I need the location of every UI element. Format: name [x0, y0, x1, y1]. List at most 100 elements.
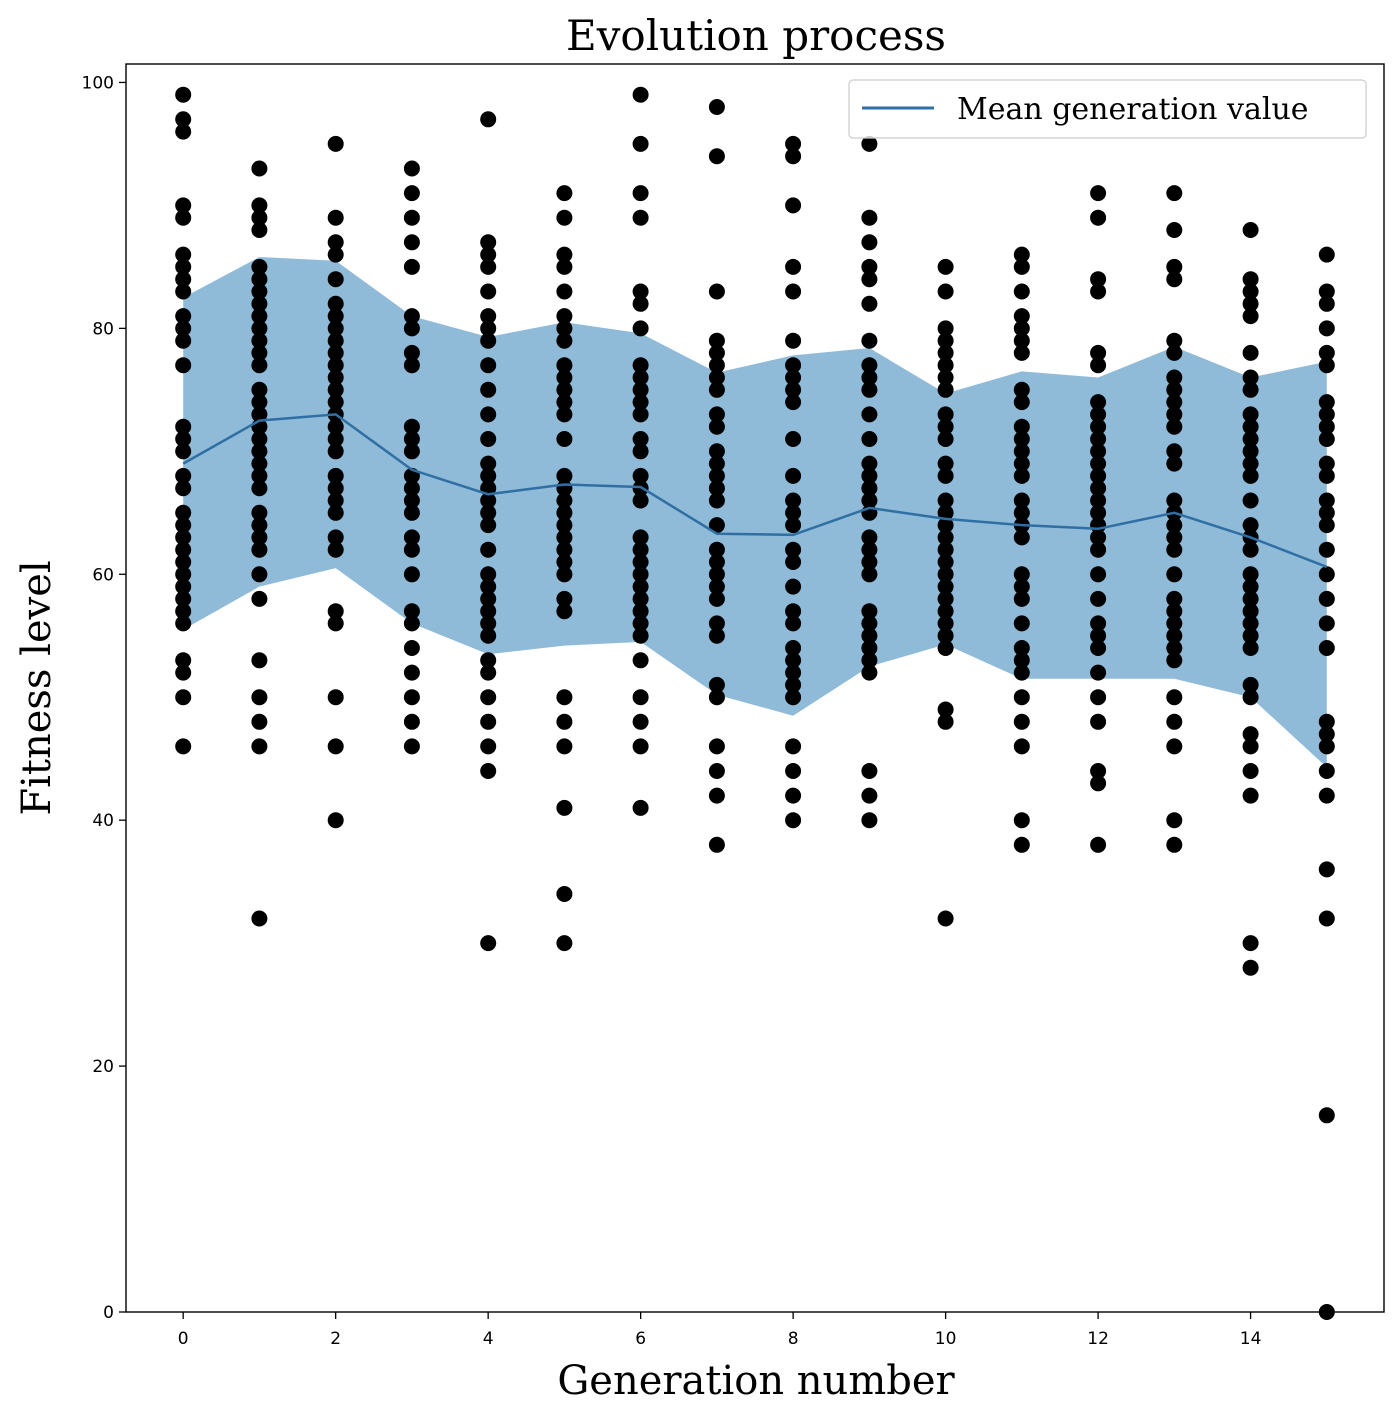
scatter-point — [708, 480, 725, 497]
scatter-point — [861, 664, 878, 681]
scatter-point — [1166, 689, 1183, 706]
scatter-point — [1242, 763, 1259, 779]
y-tick-label: 0 — [103, 1303, 114, 1323]
scatter-point — [251, 222, 268, 238]
scatter-point — [251, 258, 268, 275]
scatter-point — [937, 381, 954, 398]
scatter-point — [327, 320, 344, 337]
scatter-point — [175, 443, 192, 460]
scatter-point — [785, 763, 802, 779]
scatter-point — [1090, 431, 1107, 447]
scatter-point — [403, 713, 420, 730]
scatter-point — [632, 713, 649, 730]
scatter-point — [175, 197, 192, 214]
scatter-point — [1166, 271, 1183, 288]
scatter-point — [861, 566, 878, 583]
scatter-point — [861, 640, 878, 656]
scatter-point — [1242, 603, 1259, 620]
scatter-point — [175, 590, 192, 607]
scatter-point — [327, 603, 344, 620]
scatter-point — [1013, 504, 1030, 521]
scatter-point — [708, 763, 725, 779]
scatter-point — [403, 738, 420, 755]
scatter-point — [937, 640, 954, 656]
scatter-point — [251, 160, 268, 177]
scatter-point — [1090, 467, 1107, 484]
scatter-point — [937, 701, 954, 718]
scatter-point — [1242, 222, 1259, 238]
scatter-point — [632, 86, 649, 103]
scatter-point — [403, 529, 420, 546]
scatter-point — [1166, 418, 1183, 435]
scatter-point — [1013, 812, 1030, 829]
scatter-point — [1318, 763, 1335, 779]
scatter-point — [785, 615, 802, 632]
scatter-point — [327, 738, 344, 755]
scatter-point — [1090, 640, 1107, 656]
scatter-point — [785, 369, 802, 386]
scatter-point — [1090, 615, 1107, 632]
scatter-point — [1318, 738, 1335, 755]
scatter-point — [480, 603, 497, 620]
scatter-point — [1242, 517, 1259, 534]
scatter-point — [1090, 357, 1107, 374]
x-tick-label: 4 — [483, 1329, 494, 1349]
scatter-point — [1013, 713, 1030, 730]
scatter-point — [480, 406, 497, 423]
scatter-point — [327, 135, 344, 152]
scatter-point — [480, 652, 497, 669]
scatter-point — [861, 615, 878, 632]
scatter-point — [1318, 357, 1335, 374]
scatter-point — [708, 369, 725, 386]
scatter-point — [937, 332, 954, 349]
scatter-point — [937, 455, 954, 472]
scatter-point — [556, 689, 573, 706]
scatter-point — [175, 603, 192, 620]
scatter-point — [1013, 283, 1030, 300]
scatter-point — [1166, 713, 1183, 730]
scatter-point — [1090, 713, 1107, 730]
y-axis-title: Fitness level — [14, 560, 60, 815]
scatter-point — [1090, 775, 1107, 792]
x-tick-label: 14 — [1240, 1329, 1262, 1349]
scatter-point — [937, 615, 954, 632]
x-tick-label: 0 — [178, 1329, 189, 1349]
scatter-point — [175, 529, 192, 546]
scatter-point — [1318, 566, 1335, 583]
scatter-point — [556, 566, 573, 583]
scatter-point — [1090, 566, 1107, 583]
mean-line — [182, 413, 1328, 569]
scatter-point — [1166, 332, 1183, 349]
scatter-point — [632, 738, 649, 755]
scatter-point — [861, 554, 878, 570]
scatter-point — [556, 381, 573, 398]
scatter-point — [937, 344, 954, 361]
scatter-point — [937, 590, 954, 607]
scatter-point — [175, 271, 192, 288]
scatter-point — [861, 787, 878, 804]
scatter-point — [1318, 517, 1335, 534]
scatter-point — [251, 517, 268, 534]
scatter-point — [327, 492, 344, 509]
scatter-point — [251, 344, 268, 361]
scatter-point — [1166, 222, 1183, 238]
scatter-point — [480, 455, 497, 472]
scatter-point — [1166, 738, 1183, 755]
scatter-point — [937, 431, 954, 447]
scatter-point — [251, 455, 268, 472]
scatter-point — [1242, 455, 1259, 472]
scatter-point — [175, 517, 192, 534]
scatter-point — [1318, 713, 1335, 730]
scatter-point — [861, 763, 878, 779]
scatter-point — [175, 738, 192, 755]
scatter-point — [937, 492, 954, 509]
scatter-point — [1013, 578, 1030, 595]
scatter-point — [1166, 344, 1183, 361]
scatter-point — [632, 209, 649, 226]
scatter-point — [1013, 590, 1030, 607]
scatter-point — [1318, 726, 1335, 743]
scatter-point — [556, 246, 573, 263]
scatter-point — [708, 627, 725, 644]
scatter-point — [708, 738, 725, 755]
scatter-point — [327, 812, 344, 829]
